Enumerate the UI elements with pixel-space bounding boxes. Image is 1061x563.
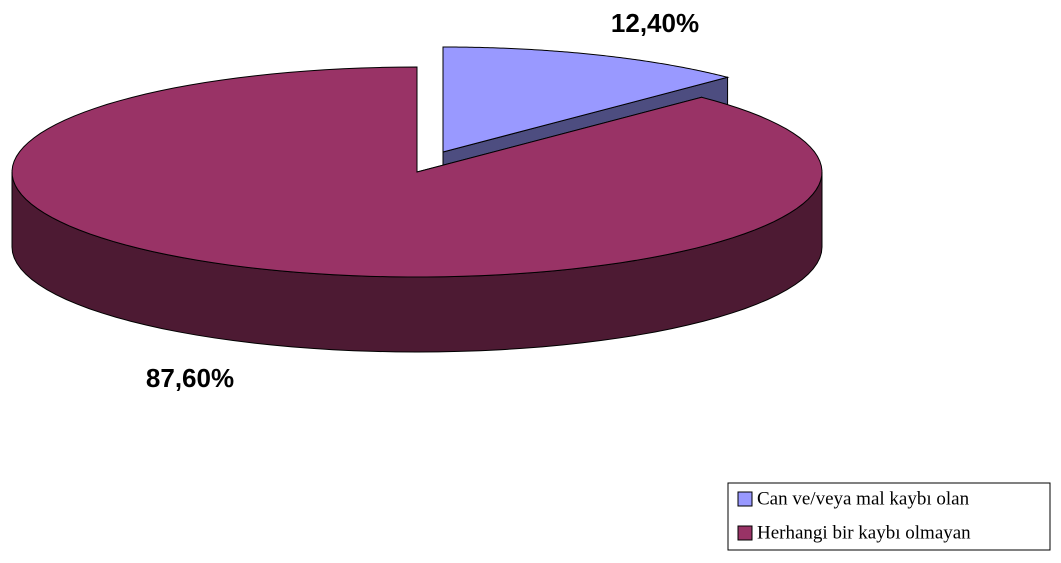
legend-swatch xyxy=(737,491,753,507)
legend-box xyxy=(727,482,1051,551)
legend-swatch xyxy=(737,525,753,541)
slice-top xyxy=(442,46,730,153)
slice-top xyxy=(11,66,823,278)
slice xyxy=(11,66,823,353)
pie xyxy=(11,46,823,353)
legend-label: Herhangi bir kaybı olmayan xyxy=(757,522,971,543)
legend: Can ve/veya mal kaybı olan Herhangi bir k… xyxy=(737,488,971,543)
legend-label: Can ve/veya mal kaybı olan xyxy=(757,488,970,509)
value-label: 12,40% xyxy=(611,8,699,38)
value-label: 87,60% xyxy=(146,363,234,393)
